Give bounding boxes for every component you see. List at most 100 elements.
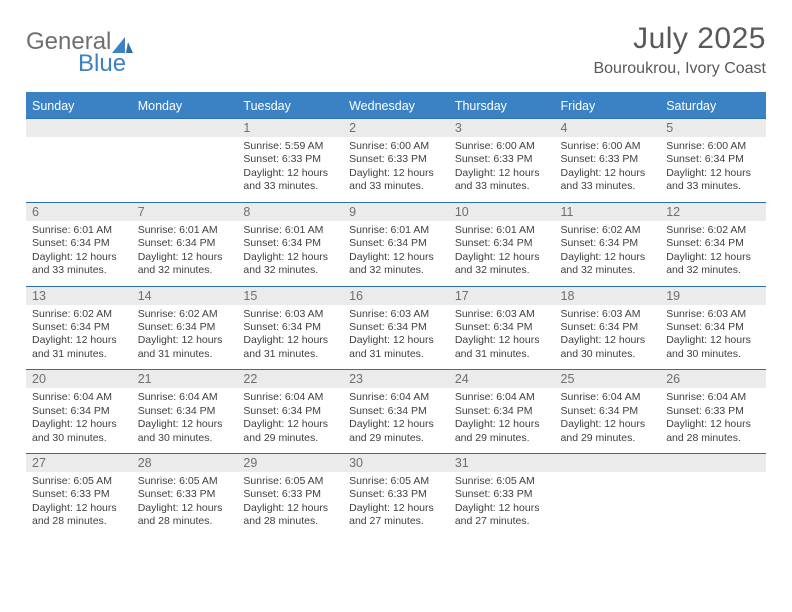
- weekday-friday: Friday: [555, 94, 661, 119]
- day-details: Sunrise: 6:02 AMSunset: 6:34 PMDaylight:…: [660, 221, 766, 286]
- daylight-text: Daylight: 12 hours and 33 minutes.: [561, 167, 655, 194]
- day-number: 26: [660, 370, 766, 388]
- daylight-text: Daylight: 12 hours and 30 minutes.: [138, 418, 232, 445]
- day-cell: 16Sunrise: 6:03 AMSunset: 6:34 PMDayligh…: [343, 286, 449, 370]
- day-number: 20: [26, 370, 132, 388]
- daylight-text: Daylight: 12 hours and 29 minutes.: [243, 418, 337, 445]
- sunset-text: Sunset: 6:34 PM: [666, 153, 760, 166]
- sunrise-text: Sunrise: 6:04 AM: [561, 391, 655, 404]
- weekday-row: Sunday Monday Tuesday Wednesday Thursday…: [26, 94, 766, 119]
- day-details: Sunrise: 6:03 AMSunset: 6:34 PMDaylight:…: [237, 305, 343, 370]
- logo-text-blue: Blue: [78, 50, 134, 78]
- day-cell: 2Sunrise: 6:00 AMSunset: 6:33 PMDaylight…: [343, 119, 449, 203]
- day-number: 23: [343, 370, 449, 388]
- sunrise-text: Sunrise: 6:00 AM: [666, 140, 760, 153]
- day-number: 25: [555, 370, 661, 388]
- day-cell: 26Sunrise: 6:04 AMSunset: 6:33 PMDayligh…: [660, 370, 766, 454]
- sunrise-text: Sunrise: 6:05 AM: [138, 475, 232, 488]
- day-cell: 5Sunrise: 6:00 AMSunset: 6:34 PMDaylight…: [660, 119, 766, 203]
- day-number: 31: [449, 454, 555, 472]
- sunset-text: Sunset: 6:34 PM: [243, 405, 337, 418]
- sunrise-text: Sunrise: 6:02 AM: [32, 308, 126, 321]
- daylight-text: Daylight: 12 hours and 29 minutes.: [455, 418, 549, 445]
- calendar-head: Sunday Monday Tuesday Wednesday Thursday…: [26, 94, 766, 119]
- sunrise-text: Sunrise: 5:59 AM: [243, 140, 337, 153]
- day-details: Sunrise: 6:00 AMSunset: 6:34 PMDaylight:…: [660, 137, 766, 202]
- day-cell: 22Sunrise: 6:04 AMSunset: 6:34 PMDayligh…: [237, 370, 343, 454]
- logo: GeneralBlue: [26, 28, 134, 78]
- sunset-text: Sunset: 6:33 PM: [349, 488, 443, 501]
- day-details: Sunrise: 6:04 AMSunset: 6:34 PMDaylight:…: [343, 388, 449, 453]
- daylight-text: Daylight: 12 hours and 30 minutes.: [561, 334, 655, 361]
- sunrise-text: Sunrise: 6:01 AM: [455, 224, 549, 237]
- day-details: Sunrise: 6:05 AMSunset: 6:33 PMDaylight:…: [26, 472, 132, 537]
- location-label: Bouroukrou, Ivory Coast: [593, 60, 766, 78]
- sunset-text: Sunset: 6:33 PM: [32, 488, 126, 501]
- day-cell: [26, 119, 132, 203]
- daylight-text: Daylight: 12 hours and 33 minutes.: [349, 167, 443, 194]
- sunset-text: Sunset: 6:33 PM: [243, 153, 337, 166]
- sunrise-text: Sunrise: 6:05 AM: [349, 475, 443, 488]
- sunrise-text: Sunrise: 6:04 AM: [666, 391, 760, 404]
- day-details: Sunrise: 6:01 AMSunset: 6:34 PMDaylight:…: [449, 221, 555, 286]
- day-number: 24: [449, 370, 555, 388]
- day-details: Sunrise: 6:04 AMSunset: 6:34 PMDaylight:…: [26, 388, 132, 453]
- sunset-text: Sunset: 6:34 PM: [349, 405, 443, 418]
- day-number: 21: [132, 370, 238, 388]
- day-details: Sunrise: 6:03 AMSunset: 6:34 PMDaylight:…: [555, 305, 661, 370]
- daylight-text: Daylight: 12 hours and 29 minutes.: [349, 418, 443, 445]
- sunset-text: Sunset: 6:33 PM: [349, 153, 443, 166]
- week-row: 1Sunrise: 5:59 AMSunset: 6:33 PMDaylight…: [26, 119, 766, 203]
- day-details: Sunrise: 6:01 AMSunset: 6:34 PMDaylight:…: [343, 221, 449, 286]
- day-cell: 10Sunrise: 6:01 AMSunset: 6:34 PMDayligh…: [449, 202, 555, 286]
- day-details: Sunrise: 6:02 AMSunset: 6:34 PMDaylight:…: [555, 221, 661, 286]
- day-cell: 19Sunrise: 6:03 AMSunset: 6:34 PMDayligh…: [660, 286, 766, 370]
- day-details: Sunrise: 6:05 AMSunset: 6:33 PMDaylight:…: [343, 472, 449, 537]
- day-number: 3: [449, 119, 555, 137]
- day-details: Sunrise: 6:00 AMSunset: 6:33 PMDaylight:…: [555, 137, 661, 202]
- day-number: 7: [132, 203, 238, 221]
- day-cell: 27Sunrise: 6:05 AMSunset: 6:33 PMDayligh…: [26, 454, 132, 537]
- sunset-text: Sunset: 6:34 PM: [32, 405, 126, 418]
- day-details: Sunrise: 6:02 AMSunset: 6:34 PMDaylight:…: [26, 305, 132, 370]
- sunrise-text: Sunrise: 6:03 AM: [243, 308, 337, 321]
- day-number: 11: [555, 203, 661, 221]
- day-number: 19: [660, 287, 766, 305]
- calendar-table: Sunday Monday Tuesday Wednesday Thursday…: [26, 94, 766, 537]
- day-cell: 20Sunrise: 6:04 AMSunset: 6:34 PMDayligh…: [26, 370, 132, 454]
- day-details: Sunrise: 6:01 AMSunset: 6:34 PMDaylight:…: [132, 221, 238, 286]
- daylight-text: Daylight: 12 hours and 31 minutes.: [32, 334, 126, 361]
- day-cell: 7Sunrise: 6:01 AMSunset: 6:34 PMDaylight…: [132, 202, 238, 286]
- sunrise-text: Sunrise: 6:01 AM: [349, 224, 443, 237]
- header-row: GeneralBlue July 2025 Bouroukrou, Ivory …: [26, 22, 766, 78]
- sunset-text: Sunset: 6:34 PM: [138, 237, 232, 250]
- day-number: 4: [555, 119, 661, 137]
- daylight-text: Daylight: 12 hours and 30 minutes.: [32, 418, 126, 445]
- day-number: 28: [132, 454, 238, 472]
- daylight-text: Daylight: 12 hours and 33 minutes.: [455, 167, 549, 194]
- sunset-text: Sunset: 6:34 PM: [561, 321, 655, 334]
- day-cell: 9Sunrise: 6:01 AMSunset: 6:34 PMDaylight…: [343, 202, 449, 286]
- day-number: 1: [237, 119, 343, 137]
- day-number: 10: [449, 203, 555, 221]
- sunrise-text: Sunrise: 6:04 AM: [32, 391, 126, 404]
- day-cell: [555, 454, 661, 537]
- sunrise-text: Sunrise: 6:03 AM: [561, 308, 655, 321]
- day-cell: 17Sunrise: 6:03 AMSunset: 6:34 PMDayligh…: [449, 286, 555, 370]
- daylight-text: Daylight: 12 hours and 27 minutes.: [349, 502, 443, 529]
- daylight-text: Daylight: 12 hours and 32 minutes.: [561, 251, 655, 278]
- sunset-text: Sunset: 6:34 PM: [243, 237, 337, 250]
- sunset-text: Sunset: 6:34 PM: [349, 237, 443, 250]
- sunrise-text: Sunrise: 6:00 AM: [455, 140, 549, 153]
- day-number: 30: [343, 454, 449, 472]
- day-cell: 31Sunrise: 6:05 AMSunset: 6:33 PMDayligh…: [449, 454, 555, 537]
- day-details: Sunrise: 6:04 AMSunset: 6:33 PMDaylight:…: [660, 388, 766, 453]
- week-row: 6Sunrise: 6:01 AMSunset: 6:34 PMDaylight…: [26, 202, 766, 286]
- sunrise-text: Sunrise: 6:04 AM: [243, 391, 337, 404]
- day-cell: 13Sunrise: 6:02 AMSunset: 6:34 PMDayligh…: [26, 286, 132, 370]
- day-number: 8: [237, 203, 343, 221]
- daylight-text: Daylight: 12 hours and 27 minutes.: [455, 502, 549, 529]
- day-cell: [132, 119, 238, 203]
- weekday-thursday: Thursday: [449, 94, 555, 119]
- daylight-text: Daylight: 12 hours and 31 minutes.: [455, 334, 549, 361]
